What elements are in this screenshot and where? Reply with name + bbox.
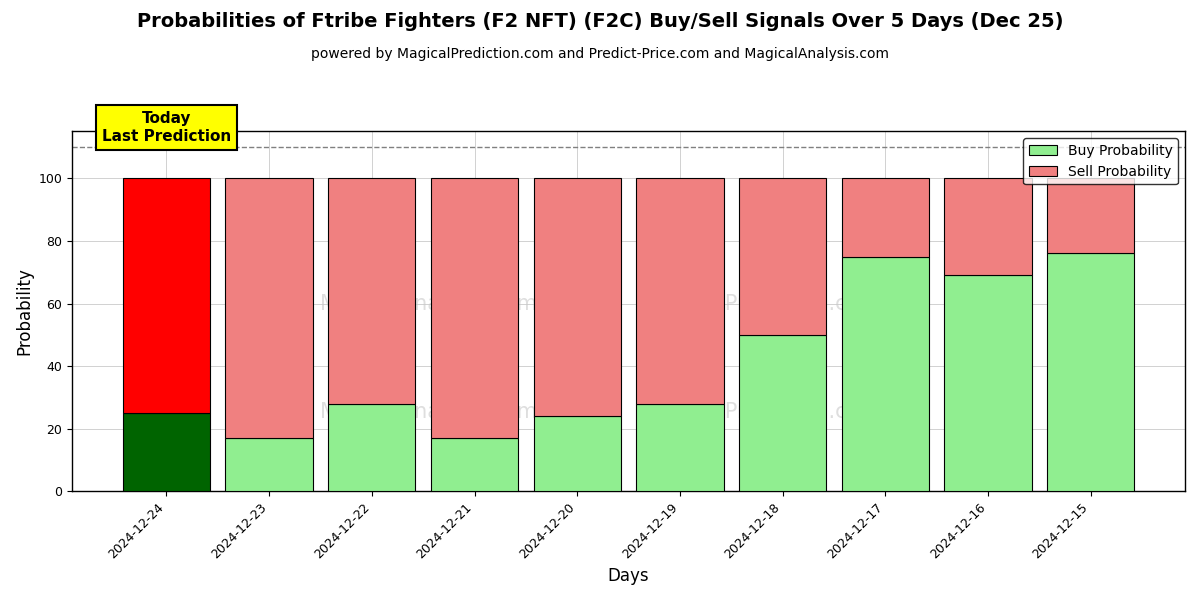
Bar: [431, 438, 518, 491]
Bar: [944, 275, 1032, 491]
Bar: [841, 257, 929, 491]
Bar: [328, 404, 415, 491]
Bar: [636, 404, 724, 491]
Y-axis label: Probability: Probability: [16, 268, 34, 355]
Bar: [431, 178, 518, 438]
Bar: [739, 178, 827, 335]
Bar: [122, 413, 210, 491]
Bar: [944, 178, 1032, 275]
Bar: [636, 178, 724, 404]
Text: MagicalAnalysis.com: MagicalAnalysis.com: [319, 294, 536, 314]
Bar: [739, 335, 827, 491]
Legend: Buy Probability, Sell Probability: Buy Probability, Sell Probability: [1024, 138, 1178, 184]
Bar: [328, 178, 415, 404]
Text: Probabilities of Ftribe Fighters (F2 NFT) (F2C) Buy/Sell Signals Over 5 Days (De: Probabilities of Ftribe Fighters (F2 NFT…: [137, 12, 1063, 31]
Bar: [1048, 178, 1134, 253]
Bar: [226, 438, 313, 491]
Bar: [534, 416, 620, 491]
Text: MagicalPrediction.com: MagicalPrediction.com: [644, 402, 880, 422]
Bar: [1048, 253, 1134, 491]
Text: MagicalAnalysis.com: MagicalAnalysis.com: [319, 402, 536, 422]
Bar: [841, 178, 929, 257]
Text: powered by MagicalPrediction.com and Predict-Price.com and MagicalAnalysis.com: powered by MagicalPrediction.com and Pre…: [311, 47, 889, 61]
Bar: [226, 178, 313, 438]
Text: Today
Last Prediction: Today Last Prediction: [102, 112, 232, 144]
Bar: [122, 178, 210, 413]
Text: MagicalPrediction.com: MagicalPrediction.com: [644, 294, 880, 314]
Bar: [534, 178, 620, 416]
X-axis label: Days: Days: [607, 567, 649, 585]
